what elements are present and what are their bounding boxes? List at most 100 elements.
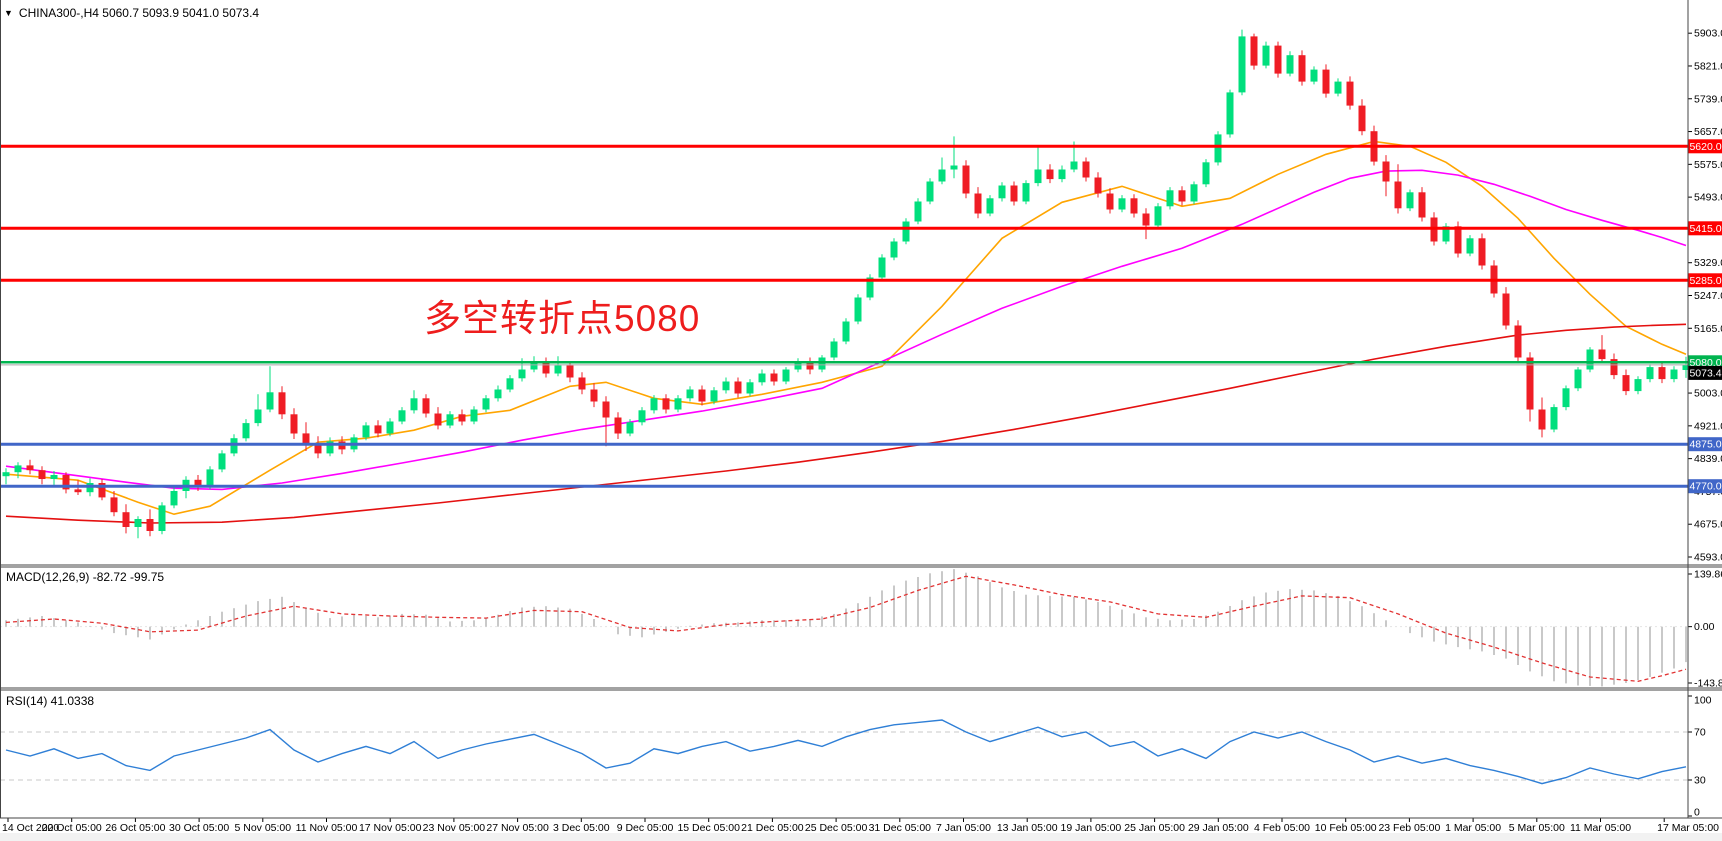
candle-body (230, 438, 238, 454)
candle-body (914, 201, 922, 222)
candle-body (1154, 206, 1162, 226)
candle-body (446, 414, 454, 426)
candle-body (1658, 367, 1666, 380)
candle-body (710, 390, 718, 402)
svg-text:5415.0: 5415.0 (1689, 223, 1721, 235)
candle-body (578, 377, 586, 390)
candle-body (1646, 367, 1654, 380)
candle-body (1238, 36, 1246, 93)
price-badge-4770.0: 4770.0 (1688, 479, 1722, 494)
candle-body (746, 382, 754, 394)
price-badge-5620.0: 5620.0 (1688, 139, 1722, 154)
candle-body (626, 422, 634, 434)
candle-body (1202, 162, 1210, 185)
candle-body (998, 185, 1006, 199)
price-badge-5080.0: 5080.0 (1688, 355, 1722, 370)
macd-tick-label: 0.00 (1694, 621, 1715, 633)
trend-annotation-text[interactable]: 多空转折点5080 (424, 298, 701, 339)
candle-body (686, 389, 694, 399)
candle-body (1250, 36, 1258, 66)
candle-body (962, 165, 970, 194)
candle-body (1226, 92, 1234, 135)
candle-body (1142, 213, 1150, 226)
candle-body (290, 414, 298, 434)
candle-body (806, 361, 814, 370)
rsi-tick-label: 30 (1694, 775, 1706, 787)
candle-body (1394, 181, 1402, 209)
candle-body (1070, 161, 1078, 170)
candle-body (1382, 161, 1390, 182)
price-axis[interactable]: 5903.0 5821.0 5739.0 5657.0 5575.0 5493.0 5329… (1688, 28, 1722, 819)
bottom-scrollbar-strip[interactable] (0, 833, 1722, 841)
candle-body (206, 469, 214, 487)
time-axis-label: 5 Mar 05:00 (1509, 822, 1565, 834)
price-tick-label: 4675.0 (1694, 519, 1722, 531)
candle-body (1262, 45, 1270, 66)
candle-body (722, 381, 730, 391)
candle-body (470, 409, 478, 422)
candle-body (518, 369, 526, 379)
candle-body (1682, 364, 1690, 370)
candle-body (302, 433, 310, 446)
candle-body (266, 392, 274, 410)
time-axis-label: 31 Dec 05:00 (869, 822, 932, 834)
price-tick-label: 5657.0 (1694, 126, 1722, 138)
candle-body (674, 398, 682, 410)
candle-body (458, 414, 466, 422)
candle-body (482, 398, 490, 410)
candle-body (1406, 192, 1414, 209)
candle-body (254, 409, 262, 424)
ma-mid-magenta-line (5, 169, 1687, 491)
svg-text:4770.0: 4770.0 (1689, 481, 1721, 493)
time-axis-label: 3 Dec 05:00 (553, 822, 610, 834)
main-chart-panel[interactable] (0, 29, 1690, 539)
candle-body (662, 398, 670, 410)
candle-body (1022, 183, 1030, 202)
candle-body (62, 475, 70, 490)
candle-body (950, 165, 958, 170)
candle-body (890, 241, 898, 258)
candle-body (1190, 184, 1198, 202)
candle-body (26, 465, 34, 471)
candle-body (494, 389, 502, 399)
candle-body (386, 421, 394, 434)
candle-body (1358, 105, 1366, 132)
candle-body (1526, 357, 1534, 410)
time-axis-label: 26 Oct 05:00 (105, 822, 165, 834)
candle-body (1034, 169, 1042, 184)
candle-body (902, 221, 910, 242)
candle-body (854, 297, 862, 322)
candle-body (434, 413, 442, 426)
candle-body (1454, 226, 1462, 254)
time-axis-label: 5 Nov 05:00 (234, 822, 291, 834)
time-axis-label: 1 Mar 05:00 (1445, 822, 1501, 834)
candle-body (1670, 369, 1678, 380)
candle-body (2, 472, 10, 477)
candle-body (590, 389, 598, 402)
candle-body (278, 392, 286, 415)
candle-body (542, 361, 550, 374)
price-tick-label: 5739.0 (1694, 93, 1722, 105)
svg-text:5620.0: 5620.0 (1689, 141, 1721, 153)
candle-body (734, 381, 742, 394)
candle-body (158, 505, 166, 531)
price-tick-label: 5903.0 (1694, 28, 1722, 40)
price-tick-label: 5575.0 (1694, 159, 1722, 171)
rsi-line (5, 719, 1687, 785)
candle-body (1574, 369, 1582, 389)
price-tick-label: 5329.0 (1694, 257, 1722, 269)
time-axis-label: 19 Jan 05:00 (1061, 822, 1122, 834)
candle-body (698, 389, 706, 402)
candle-body (1286, 55, 1294, 74)
macd-indicator-label: MACD(12,26,9) -82.72 -99.75 (6, 570, 165, 584)
candle-body (1106, 193, 1114, 210)
candle-body (530, 361, 538, 370)
time-axis-label: 17 Mar 05:00 (1657, 822, 1719, 834)
chevron-down-icon[interactable]: ▼ (4, 7, 13, 18)
candle-body (1010, 185, 1018, 202)
macd-panel[interactable] (0, 569, 1688, 687)
candle-body (866, 277, 874, 298)
rsi-panel[interactable] (0, 719, 1688, 785)
